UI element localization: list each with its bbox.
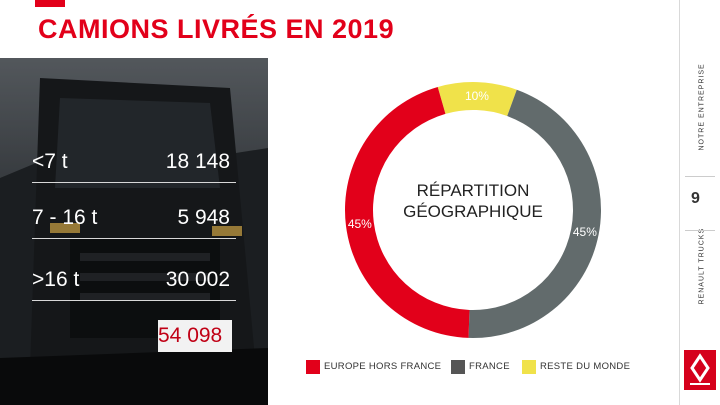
slice-label-rest-of-world: 10% (465, 89, 489, 103)
legend-swatch (522, 360, 536, 374)
donut-slice-europe (344, 86, 470, 338)
rail-rule (685, 176, 715, 177)
slice-label-france: 45% (573, 225, 597, 239)
stat-total: 54 098 (158, 320, 232, 352)
rail-rule (685, 230, 715, 231)
renault-trucks-logo (684, 350, 716, 390)
header-accent-bar (35, 0, 65, 7)
donut-slice-france (468, 89, 601, 338)
section-label: NOTRE ENTREPRISE (698, 63, 706, 151)
stat-label: 7 - 16 t (32, 206, 98, 229)
truck-photo (0, 58, 268, 405)
page-title: CAMIONS LIVRÉS EN 2019 (38, 14, 395, 44)
stat-row-over-16t: >16 t 30 002 (32, 264, 236, 301)
stat-label: <7 t (32, 150, 68, 173)
legend-label: FRANCE (469, 361, 510, 372)
chart-center-title: RÉPARTITION GÉOGRAPHIQUE (403, 181, 543, 221)
rail-divider (679, 0, 680, 405)
stat-value: 18 148 (165, 150, 230, 173)
donut-slice-rest-of-world (437, 82, 517, 117)
legend-swatch (306, 360, 320, 374)
stat-value: 30 002 (165, 268, 230, 291)
slice-label-europe: 45% (348, 217, 372, 231)
brand-label: RENAULT TRUCKS (698, 227, 706, 305)
legend-swatch (451, 360, 465, 374)
legend-label: EUROPE HORS FRANCE (324, 361, 442, 372)
stat-label: >16 t (32, 268, 80, 291)
stat-row-7-16t: 7 - 16 t 5 948 (32, 202, 236, 239)
page-number: 9 (691, 190, 700, 207)
truck-stats-panel: <7 t 18 148 7 - 16 t 5 948 >16 t 30 002 … (0, 58, 268, 405)
legend-label: RESTE DU MONDE (540, 361, 631, 372)
stat-value: 5 948 (177, 206, 230, 229)
stat-row-under-7t: <7 t 18 148 (32, 146, 236, 183)
